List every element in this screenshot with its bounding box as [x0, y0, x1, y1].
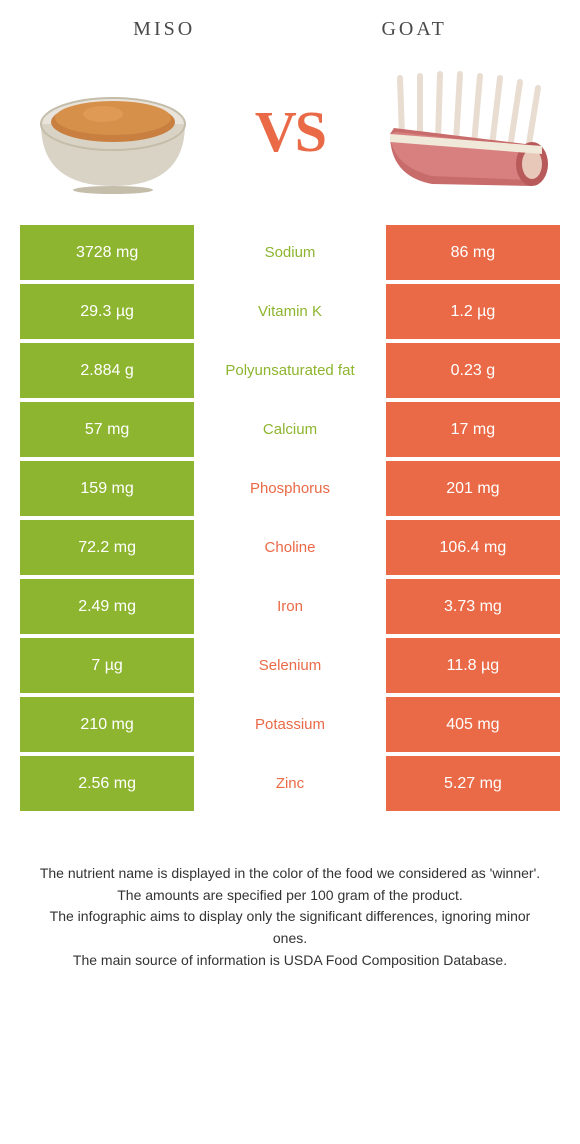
table-row: 7 µgSelenium11.8 µg — [20, 638, 560, 693]
right-value: 5.27 mg — [386, 756, 560, 811]
left-value: 72.2 mg — [20, 520, 194, 575]
left-value: 3728 mg — [20, 225, 194, 280]
footer-notes: The nutrient name is displayed in the co… — [0, 815, 580, 991]
left-value: 210 mg — [20, 697, 194, 752]
goat-rack-icon — [382, 61, 552, 201]
left-value: 2.56 mg — [20, 756, 194, 811]
right-value: 11.8 µg — [386, 638, 560, 693]
vs-label: VS — [255, 98, 325, 165]
left-value: 57 mg — [20, 402, 194, 457]
left-value: 7 µg — [20, 638, 194, 693]
table-row: 210 mgPotassium405 mg — [20, 697, 560, 752]
footer-line-1: The nutrient name is displayed in the co… — [36, 863, 544, 885]
footer-line-4: The main source of information is USDA F… — [36, 950, 544, 972]
table-row: 57 mgCalcium17 mg — [20, 402, 560, 457]
nutrient-table: 3728 mgSodium86 mg29.3 µgVitamin K1.2 µg… — [20, 225, 560, 811]
header-row: Miso Goat — [0, 0, 580, 51]
nutrient-label: Sodium — [194, 225, 386, 280]
right-value: 405 mg — [386, 697, 560, 752]
left-value: 159 mg — [20, 461, 194, 516]
nutrient-label: Choline — [194, 520, 386, 575]
table-row: 2.56 mgZinc5.27 mg — [20, 756, 560, 811]
right-value: 17 mg — [386, 402, 560, 457]
right-value: 86 mg — [386, 225, 560, 280]
right-value: 1.2 µg — [386, 284, 560, 339]
right-value: 201 mg — [386, 461, 560, 516]
right-value: 3.73 mg — [386, 579, 560, 634]
images-row: VS — [0, 51, 580, 225]
table-row: 72.2 mgCholine106.4 mg — [20, 520, 560, 575]
table-row: 2.884 gPolyunsaturated fat0.23 g — [20, 343, 560, 398]
table-row: 2.49 mgIron3.73 mg — [20, 579, 560, 634]
table-row: 29.3 µgVitamin K1.2 µg — [20, 284, 560, 339]
left-value: 2.884 g — [20, 343, 194, 398]
table-row: 159 mgPhosphorus201 mg — [20, 461, 560, 516]
miso-bowl-icon — [28, 61, 198, 201]
table-row: 3728 mgSodium86 mg — [20, 225, 560, 280]
nutrient-label: Phosphorus — [194, 461, 386, 516]
nutrient-label: Zinc — [194, 756, 386, 811]
nutrient-label: Vitamin K — [194, 284, 386, 339]
nutrient-label: Iron — [194, 579, 386, 634]
nutrient-label: Potassium — [194, 697, 386, 752]
nutrient-label: Polyunsaturated fat — [194, 343, 386, 398]
right-value: 106.4 mg — [386, 520, 560, 575]
footer-line-3: The infographic aims to display only the… — [36, 906, 544, 949]
nutrient-label: Calcium — [194, 402, 386, 457]
right-food-title: Goat — [381, 18, 446, 41]
infographic-container: Miso Goat VS — [0, 0, 580, 991]
footer-line-2: The amounts are specified per 100 gram o… — [36, 885, 544, 907]
right-value: 0.23 g — [386, 343, 560, 398]
nutrient-label: Selenium — [194, 638, 386, 693]
left-value: 29.3 µg — [20, 284, 194, 339]
left-value: 2.49 mg — [20, 579, 194, 634]
left-food-title: Miso — [133, 18, 195, 41]
